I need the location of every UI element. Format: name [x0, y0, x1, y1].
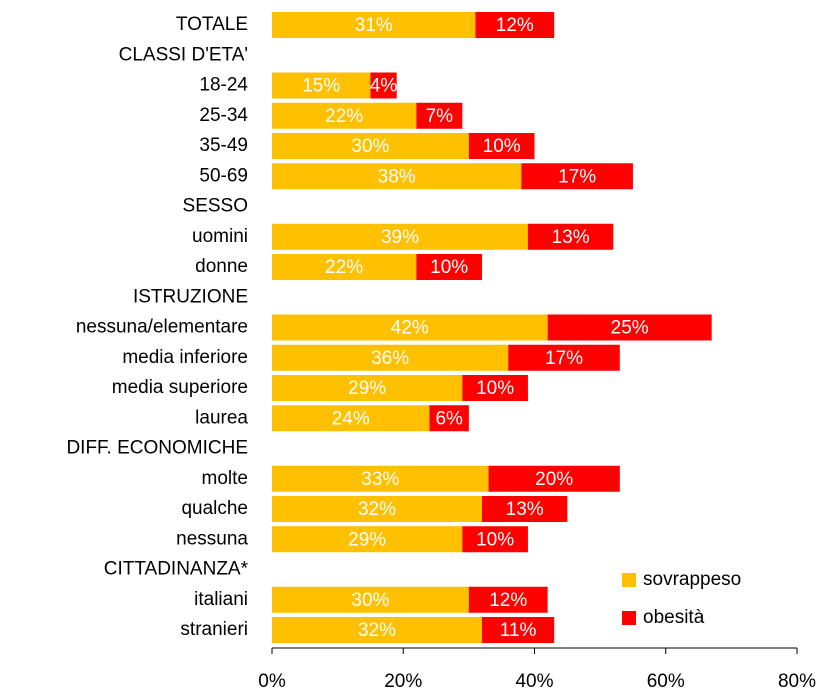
y-tick-label: nessuna/elementare: [76, 317, 248, 338]
bar: [482, 496, 568, 522]
bar: [547, 314, 712, 341]
value-label: 38%: [378, 166, 416, 187]
value-label: 7%: [426, 106, 454, 127]
value-label: 22%: [325, 106, 363, 127]
y-tick-label: uomini: [192, 226, 248, 247]
bar: [272, 465, 489, 492]
value-label: 32%: [358, 499, 396, 520]
value-label: 39%: [381, 227, 419, 248]
legend-label: obesità: [643, 607, 705, 628]
bar: [468, 133, 535, 159]
y-tick-label: nessuna: [176, 528, 248, 549]
value-label: 10%: [476, 378, 514, 399]
value-label: 24%: [332, 408, 370, 429]
y-tick-label: donne: [195, 256, 248, 277]
y-tick-label: qualche: [181, 498, 248, 519]
bar: [272, 72, 371, 99]
y-tick-label: molte: [202, 468, 248, 489]
value-label: 15%: [302, 76, 340, 97]
y-tick-label: laurea: [195, 407, 248, 428]
value-label: 6%: [435, 408, 463, 429]
bar: [462, 375, 528, 401]
x-tick-label: 0%: [258, 671, 286, 690]
value-label: 31%: [355, 15, 393, 36]
bar: [416, 254, 482, 280]
value-label: 13%: [552, 227, 590, 248]
value-label: 36%: [371, 348, 409, 369]
bar: [475, 12, 555, 38]
y-tick-label: DIFF. ECONOMICHE: [66, 438, 248, 459]
y-tick-label: 25-34: [199, 105, 248, 126]
value-label: 29%: [348, 529, 386, 550]
bar: [272, 254, 417, 280]
value-label: 22%: [325, 257, 363, 278]
y-tick-label: TOTALE: [176, 14, 248, 35]
bar: [272, 405, 430, 432]
y-tick-label: CITTADINANZA*: [104, 559, 249, 580]
bar: [521, 163, 633, 190]
y-tick-label: 18-24: [199, 75, 248, 96]
value-label: 17%: [558, 166, 596, 187]
value-label: 10%: [483, 136, 521, 157]
bar: [272, 223, 528, 250]
y-tick-label: italiani: [194, 589, 248, 610]
value-label: 25%: [611, 318, 649, 339]
x-tick-label: 40%: [515, 671, 553, 690]
x-tick-label: 20%: [384, 671, 422, 690]
x-tick-label: 80%: [778, 671, 816, 690]
legend-label: sovrappeso: [643, 569, 741, 590]
y-tick-label: stranieri: [180, 619, 248, 640]
y-tick-label: media inferiore: [122, 347, 248, 368]
bar: [272, 314, 548, 341]
bar: [272, 496, 482, 522]
y-tick-label: 35-49: [199, 135, 248, 156]
value-label: 17%: [545, 348, 583, 369]
bar: [482, 617, 555, 643]
bar: [272, 133, 469, 159]
value-label: 10%: [476, 529, 514, 550]
y-tick-label: SESSO: [183, 196, 248, 217]
value-label: 4%: [370, 76, 398, 97]
value-label: 30%: [351, 590, 389, 611]
y-tick-label: ISTRUZIONE: [133, 286, 248, 307]
value-label: 11%: [500, 620, 537, 641]
bar: [462, 526, 528, 553]
bar: [272, 526, 463, 553]
bar: [272, 102, 417, 129]
value-label: 30%: [351, 136, 389, 157]
value-label: 29%: [348, 378, 386, 399]
y-tick-label: media superiore: [112, 377, 248, 398]
bar: [370, 72, 397, 99]
bar: [416, 102, 463, 129]
value-label: 32%: [358, 620, 396, 641]
value-label: 42%: [391, 318, 429, 339]
bar: [468, 586, 548, 613]
x-tick-label: 60%: [647, 671, 685, 690]
bar: [488, 465, 620, 492]
bar: [508, 344, 620, 371]
y-tick-label: 50-69: [199, 165, 248, 186]
legend-swatch: [622, 573, 636, 587]
value-label: 33%: [361, 469, 399, 490]
bar: [272, 617, 482, 643]
bar: [272, 163, 522, 190]
bar: [272, 12, 476, 38]
value-label: 20%: [535, 469, 573, 490]
value-label: 12%: [496, 15, 534, 36]
y-tick-label: CLASSI D'ETA': [119, 44, 248, 65]
bar: [272, 344, 509, 371]
value-label: 13%: [506, 499, 544, 520]
bar: [527, 223, 614, 250]
value-label: 10%: [430, 257, 468, 278]
value-label: 12%: [489, 590, 527, 611]
legend-swatch: [622, 611, 636, 625]
bar: [272, 586, 469, 613]
bar: [272, 375, 463, 401]
bar: [429, 405, 469, 432]
